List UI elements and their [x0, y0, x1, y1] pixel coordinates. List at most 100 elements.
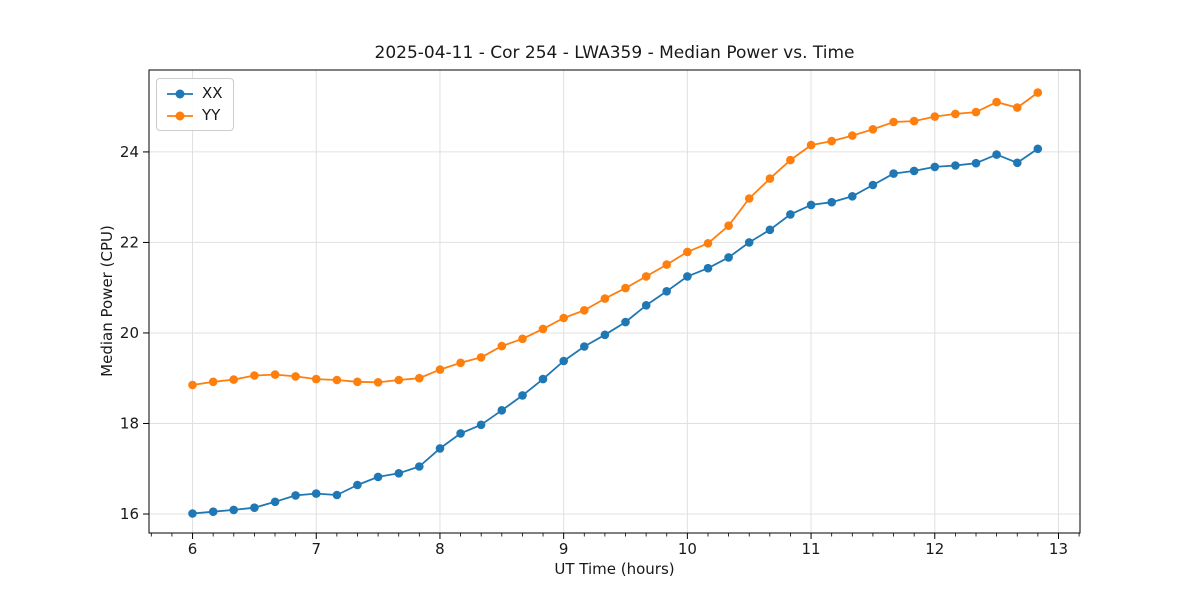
marker-yy — [435, 365, 445, 374]
x-tick-label: 10 — [678, 540, 697, 558]
marker-xx — [311, 489, 321, 498]
marker-xx — [971, 158, 981, 168]
marker-xx — [992, 150, 1001, 159]
marker-xx — [208, 507, 218, 516]
marker-yy — [765, 174, 775, 183]
marker-xx — [744, 238, 754, 247]
marker-xx — [229, 505, 238, 515]
marker-yy — [415, 373, 424, 383]
marker-xx — [415, 462, 424, 471]
marker-xx — [538, 374, 548, 384]
marker-xx — [435, 444, 445, 453]
marker-xx — [889, 169, 898, 178]
marker-yy — [208, 377, 218, 387]
marker-yy — [291, 372, 300, 381]
marker-yy — [250, 371, 259, 380]
marker-yy — [909, 116, 919, 126]
marker-yy — [868, 125, 878, 134]
marker-xx — [827, 197, 836, 207]
marker-xx — [951, 161, 960, 170]
marker-yy — [827, 136, 836, 146]
legend-line-yy-icon — [167, 111, 193, 120]
marker-yy — [621, 283, 630, 293]
marker-xx — [518, 391, 527, 400]
y-tick-label: 22 — [120, 233, 139, 251]
marker-xx — [270, 497, 280, 507]
y-tick-label: 18 — [120, 414, 139, 432]
marker-xx — [188, 509, 197, 518]
marker-yy — [456, 358, 465, 368]
marker-xx — [394, 469, 404, 478]
marker-yy — [744, 194, 754, 203]
chart-title: 2025-04-11 - Cor 254 - LWA359 - Median P… — [374, 43, 855, 63]
marker-xx — [724, 253, 733, 262]
marker-xx — [909, 166, 919, 176]
marker-yy — [497, 341, 507, 351]
legend-line-xx-icon — [167, 89, 193, 98]
marker-xx — [765, 225, 775, 235]
marker-xx — [476, 420, 486, 430]
marker-xx — [291, 491, 300, 500]
marker-xx — [1013, 158, 1022, 168]
x-tick-label: 9 — [559, 540, 569, 558]
marker-xx — [621, 317, 630, 327]
marker-yy — [311, 374, 321, 384]
marker-yy — [951, 109, 960, 119]
marker-xx — [786, 210, 795, 219]
marker-yy — [476, 353, 486, 362]
marker-yy — [373, 378, 383, 387]
x-tick-label: 6 — [188, 540, 198, 558]
y-axis-label: Median Power (CPU) — [98, 225, 116, 377]
series-line-xx — [192, 148, 1039, 515]
marker-xx — [497, 406, 507, 415]
legend-label-xx: XX — [202, 84, 223, 102]
series-line-yy — [192, 91, 1039, 386]
y-tick-label: 24 — [120, 143, 139, 161]
marker-yy — [848, 131, 857, 140]
marker-yy — [394, 375, 404, 385]
marker-xx — [930, 162, 940, 172]
marker-yy — [992, 97, 1001, 107]
marker-xx — [559, 356, 568, 366]
marker-yy — [662, 260, 671, 269]
marker-xx — [806, 200, 816, 210]
x-tick-label: 12 — [925, 540, 944, 558]
marker-xx — [353, 480, 362, 490]
marker-yy — [1013, 103, 1022, 112]
marker-yy — [724, 221, 733, 230]
y-tick-label: 16 — [120, 505, 139, 523]
x-tick-label: 8 — [435, 540, 445, 558]
marker-xx — [868, 180, 878, 190]
marker-xx — [848, 192, 857, 201]
marker-yy — [600, 294, 610, 303]
marker-yy — [559, 313, 568, 323]
marker-yy — [518, 334, 527, 344]
marker-yy — [806, 140, 816, 150]
marker-yy — [930, 112, 940, 121]
x-axis-label: UT Time (hours) — [554, 560, 675, 578]
marker-xx — [332, 490, 342, 500]
marker-xx — [662, 287, 671, 296]
legend: XX YY — [156, 78, 234, 131]
marker-yy — [971, 107, 981, 117]
legend-label-yy: YY — [202, 106, 221, 124]
axes-frame — [148, 69, 1081, 534]
marker-yy — [703, 239, 713, 248]
y-tick-label: 20 — [120, 324, 139, 342]
marker-xx — [703, 263, 713, 273]
marker-yy — [353, 377, 362, 387]
marker-yy — [683, 247, 692, 257]
marker-xx — [1033, 144, 1043, 154]
marker-yy — [641, 272, 651, 281]
legend-item-xx: XX — [165, 84, 223, 103]
marker-xx — [600, 330, 610, 340]
marker-yy — [188, 380, 197, 390]
marker-yy — [580, 306, 589, 315]
marker-xx — [456, 429, 465, 438]
legend-item-yy: YY — [165, 106, 223, 125]
marker-xx — [373, 472, 383, 482]
marker-xx — [580, 342, 589, 351]
marker-yy — [270, 370, 280, 379]
x-tick-label: 7 — [311, 540, 321, 558]
